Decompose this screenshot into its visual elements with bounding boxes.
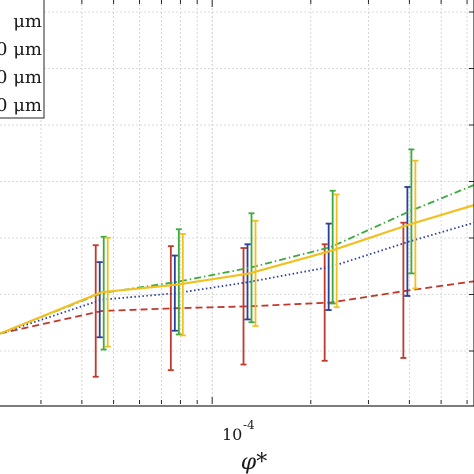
x-axis-label: φ* <box>241 450 267 474</box>
series-4-errorbar-4 <box>333 193 340 309</box>
series-2-errorbar-4 <box>325 222 332 311</box>
x-tick-label-base: 10 <box>222 425 242 444</box>
series-4-line <box>0 204 474 335</box>
series-4-errorbar-3 <box>252 219 259 327</box>
series-1-errorbar-2 <box>167 245 174 372</box>
series-1 <box>0 221 474 378</box>
series-3-errorbar-5 <box>408 148 415 275</box>
series-3-errorbar-4 <box>329 189 336 305</box>
x-tick-label-exponent: -4 <box>243 418 255 432</box>
series-2-line <box>0 221 474 335</box>
legend-entry-4: 0 μm <box>0 95 42 116</box>
series-3-errorbar-1 <box>100 235 107 351</box>
series-layer <box>0 148 474 378</box>
legend: μm 0 μm 0 μm 0 μm <box>0 0 45 119</box>
series-1-errorbar-1 <box>92 244 99 378</box>
series-4-errorbar-5 <box>412 159 419 290</box>
grid <box>0 0 474 404</box>
series-2-errorbar-2 <box>171 254 178 332</box>
legend-entry-2: 0 μm <box>0 39 42 60</box>
series-2 <box>0 186 474 339</box>
series-1-line <box>0 280 474 335</box>
x-tick-label-1e-4: 10 -4 <box>222 418 255 444</box>
series-4 <box>0 159 474 348</box>
series-3-errorbar-2 <box>175 228 182 336</box>
series-3 <box>0 148 474 351</box>
series-3-errorbar-3 <box>248 212 255 324</box>
series-1-errorbar-3 <box>240 247 247 366</box>
x-ticks <box>40 0 474 404</box>
series-4-errorbar-1 <box>104 236 111 348</box>
series-2-errorbar-1 <box>96 261 103 339</box>
series-1-errorbar-5 <box>400 221 407 359</box>
legend-entry-1: μm <box>13 11 42 32</box>
legend-entry-3: 0 μm <box>0 67 42 88</box>
series-2-errorbar-5 <box>404 186 411 297</box>
legend-box <box>0 0 45 119</box>
plot-frame <box>0 0 474 407</box>
series-4-errorbar-2 <box>179 233 186 337</box>
series-1-errorbar-4 <box>321 243 328 362</box>
series-2-errorbar-3 <box>244 243 251 321</box>
